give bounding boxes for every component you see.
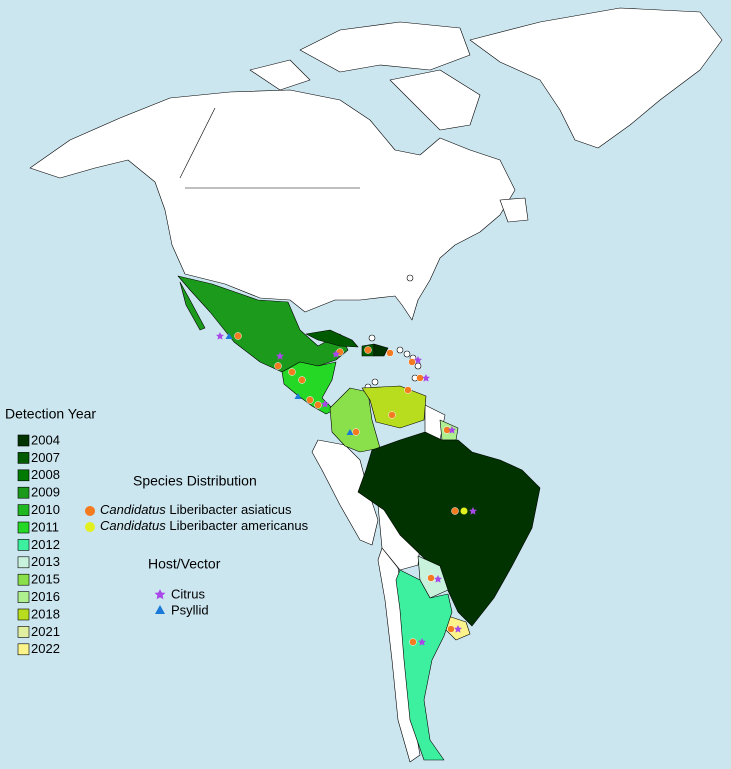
- detection-markers: [216, 332, 477, 646]
- legend-label: 2007: [31, 450, 60, 465]
- legend-swatch: [17, 504, 30, 516]
- legend-title: Host/Vector: [148, 556, 221, 572]
- legend-label: 2015: [31, 572, 60, 587]
- legend-swatch: [17, 469, 30, 482]
- legend-label: 2016: [31, 589, 60, 604]
- legend-label: 2022: [31, 641, 60, 656]
- legend-marker: [85, 522, 95, 532]
- legend-swatch: [17, 643, 30, 656]
- legend-swatch: [17, 434, 30, 447]
- legend-label: 2008: [31, 467, 60, 482]
- legend-label: 2012: [31, 537, 60, 552]
- legend-label: Citrus: [171, 586, 205, 601]
- legend-marker: [154, 589, 166, 600]
- country: [373, 343, 389, 357]
- country: [361, 385, 427, 429]
- legend-title: Species Distribution: [133, 473, 257, 489]
- legend-label-genus: Candidatus: [100, 502, 166, 517]
- country: [177, 275, 349, 373]
- legend-swatch: [17, 539, 30, 551]
- legend-label: 2018: [31, 606, 60, 621]
- legend-title: Detection Year: [5, 406, 96, 422]
- country: [179, 281, 206, 331]
- legend-marker: [85, 506, 95, 516]
- legend-swatch: [17, 626, 30, 638]
- legend-label: 2010: [31, 502, 60, 517]
- legend-label: 2013: [31, 554, 60, 569]
- legend-swatch: [17, 591, 30, 603]
- legend-label: 2004: [31, 432, 60, 447]
- legend-label: Psyllid: [171, 602, 209, 617]
- country: [281, 361, 337, 415]
- legend-label: Candidatus Liberibacter americanus: [100, 518, 309, 533]
- legend-label-name: Liberibacter asiaticus: [169, 502, 292, 517]
- legend-swatch: [17, 521, 30, 534]
- legend-label-name: Liberibacter americanus: [169, 518, 308, 533]
- legend-swatch: [17, 556, 30, 569]
- legend-label: Candidatus Liberibacter asiaticus: [100, 502, 292, 517]
- legend-marker: [155, 605, 165, 614]
- legend-label-genus: Candidatus: [100, 518, 166, 533]
- legend-swatch: [17, 452, 30, 464]
- legend-label: 2021: [31, 624, 60, 639]
- legend-swatch: [17, 608, 30, 621]
- country: [395, 569, 453, 761]
- legend-swatch: [17, 573, 30, 586]
- legend-swatch: [17, 486, 30, 499]
- legend: Detection Year Species Distribution Host…: [5, 406, 309, 657]
- legend-label: 2009: [31, 485, 60, 500]
- country: [305, 329, 359, 348]
- country: [357, 431, 541, 627]
- land: [29, 7, 723, 763]
- legend-label: 2011: [31, 519, 59, 534]
